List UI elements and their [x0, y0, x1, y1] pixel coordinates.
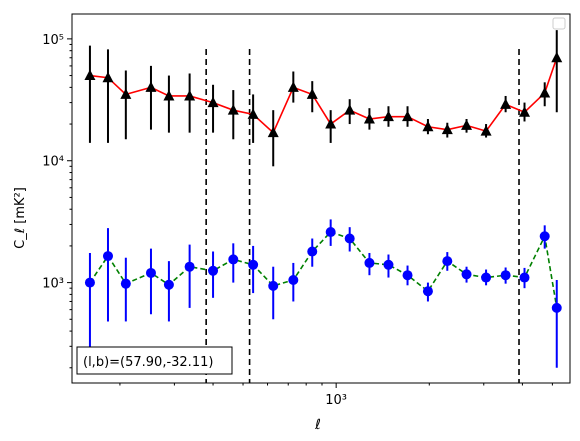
series-1-marker: [344, 104, 356, 115]
series-2-marker: [145, 267, 156, 278]
series-1-marker: [102, 71, 114, 83]
y-axis-label: C_ℓ [mK²]: [13, 187, 28, 249]
series-1-marker: [551, 51, 563, 63]
y-tick-label: 10³: [42, 277, 64, 292]
series-1-marker: [227, 104, 239, 115]
y-tick-label: 10⁴: [42, 155, 64, 170]
series-2-marker: [442, 256, 453, 267]
series-1-marker: [267, 126, 279, 138]
series-1-marker: [287, 81, 299, 92]
series-2-marker: [208, 265, 219, 276]
series-1-marker: [163, 89, 175, 101]
series-2-marker: [519, 272, 530, 283]
series-2-marker: [551, 302, 562, 313]
annotation-box: (l,b)=(57.90,-32.11): [76, 346, 233, 375]
series-1-marker: [306, 88, 318, 99]
annotation-frame: [76, 346, 233, 375]
series-1-marker: [539, 86, 551, 98]
series-1-marker: [382, 110, 394, 122]
series-2-marker: [163, 279, 174, 290]
series-2-marker: [120, 278, 131, 289]
series-2-marker: [102, 251, 113, 262]
series-2-marker: [184, 261, 195, 272]
series-1-marker: [207, 96, 219, 108]
series-2-marker: [402, 270, 413, 281]
axis-ticks: 10³ 10⁴ 10⁵ 10³: [42, 33, 553, 408]
plot-area: [84, 30, 563, 383]
x-tick-label: 10³: [325, 393, 347, 408]
series-1-marker: [84, 69, 96, 81]
series-1-marker: [519, 106, 531, 117]
series-2-marker: [383, 259, 394, 270]
series-1-marker: [461, 119, 473, 130]
legend-box: [552, 17, 566, 30]
series-1-marker: [120, 88, 132, 99]
series-1-marker: [402, 110, 414, 122]
series-2-marker: [307, 246, 318, 257]
series-2-marker: [344, 233, 355, 244]
series-2-marker: [228, 254, 239, 265]
series-1-marker: [500, 98, 512, 109]
series-2-marker: [84, 277, 95, 288]
annotation-text: (l,b)=(57.90,-32.11): [83, 355, 213, 370]
series-2-marker: [325, 227, 336, 238]
series-1-marker: [145, 81, 157, 92]
series-2-marker: [268, 280, 279, 291]
series-1-marker: [184, 89, 196, 101]
series-2-marker: [500, 270, 511, 281]
series-1-marker: [480, 125, 492, 136]
series-2-marker: [422, 286, 433, 297]
axes-frame: [71, 13, 571, 384]
series-1-marker: [363, 113, 375, 124]
series-2-marker: [539, 231, 550, 242]
x-axis-label: ℓ: [314, 417, 321, 433]
series-2-marker: [461, 269, 472, 280]
series-1-marker: [325, 118, 337, 129]
series-2-marker: [481, 272, 492, 283]
series-2-marker: [364, 257, 375, 268]
series-2-marker: [248, 259, 259, 270]
series-1-marker: [441, 123, 453, 135]
series-1-marker: [422, 120, 434, 132]
y-tick-label: 10⁵: [42, 33, 64, 48]
series-1-marker: [247, 108, 259, 119]
series-2-marker: [288, 275, 299, 286]
